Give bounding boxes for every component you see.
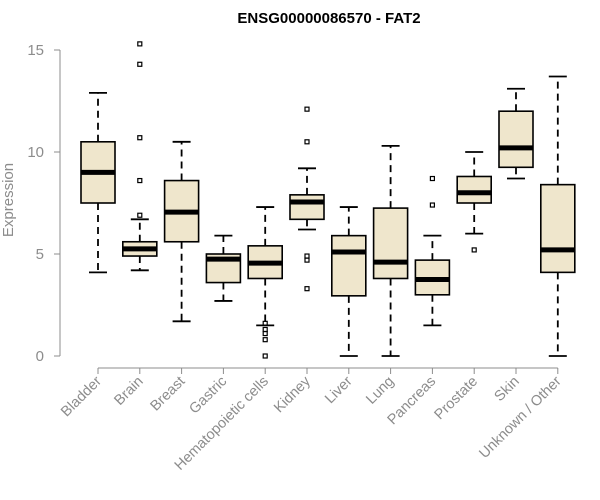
box-iqr	[498, 110, 534, 169]
y-tick-label: 15	[27, 42, 44, 59]
outlier-point	[262, 330, 268, 337]
outlier-point	[304, 286, 310, 292]
box-gastric	[205, 234, 242, 302]
outlier-point	[304, 257, 310, 263]
box-liver	[330, 206, 367, 357]
x-tick-label: Skin	[492, 374, 523, 405]
box-bladder	[80, 91, 116, 274]
y-tick-label: 0	[36, 348, 44, 365]
outlier-point	[262, 337, 268, 343]
box-skin	[498, 87, 534, 180]
x-tick-label: Breast	[147, 374, 188, 415]
x-tick-label: Brain	[111, 374, 146, 409]
chart-title: ENSG00000086570 - FAT2	[237, 10, 420, 27]
box-lung	[372, 144, 409, 357]
outlier-point	[262, 320, 268, 326]
box-iqr	[539, 183, 576, 274]
outlier-point	[262, 326, 268, 333]
outlier-point	[304, 139, 310, 145]
outlier-point	[429, 175, 435, 182]
box-hematopoietic-cells	[247, 206, 283, 359]
outlier-point	[304, 253, 310, 259]
box-iqr	[330, 234, 367, 297]
y-axis: 0 5 10 15	[27, 42, 61, 365]
y-tick-label: 5	[36, 246, 44, 263]
outlier-point	[137, 41, 143, 47]
outlier-point	[429, 202, 435, 208]
outlier-point	[262, 353, 268, 359]
box-prostate	[456, 151, 493, 253]
x-tick-label: Prostate	[432, 374, 481, 423]
box-unknown-other	[539, 75, 576, 357]
box-breast	[163, 140, 200, 323]
box-iqr	[289, 194, 325, 221]
outlier-point	[137, 135, 143, 141]
x-tick-label: Bladder	[58, 373, 105, 420]
outlier-point	[137, 212, 143, 218]
outlier-point	[304, 106, 310, 112]
y-tick-label: 10	[27, 144, 44, 161]
outlier-point	[137, 61, 143, 67]
x-tick-label: Liver	[322, 373, 356, 407]
x-tick-label: Kidney	[271, 373, 314, 416]
box-iqr	[456, 175, 493, 204]
outlier-point	[137, 177, 143, 184]
box-iqr	[372, 207, 409, 280]
x-tick-label: Lung	[363, 374, 397, 408]
outlier-point	[471, 247, 477, 253]
y-axis-label: Expression	[0, 163, 17, 237]
box-group	[80, 41, 576, 359]
box-brain	[122, 41, 158, 272]
box-pancreas	[414, 175, 451, 327]
box-kidney	[289, 106, 325, 292]
